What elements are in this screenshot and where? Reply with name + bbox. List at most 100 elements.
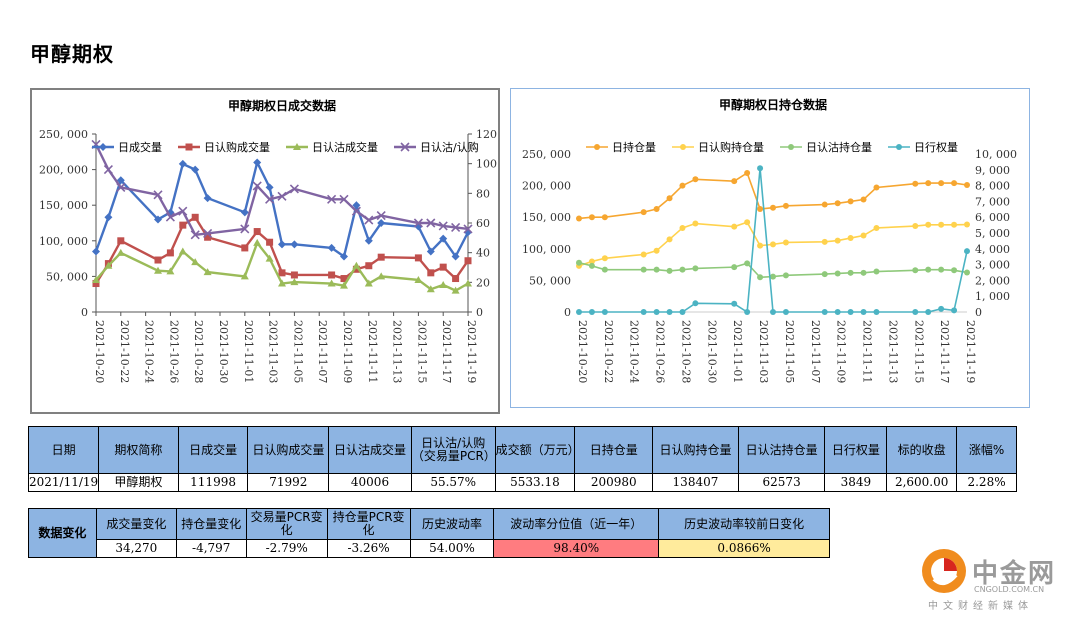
data-point [588,262,595,269]
data-point [327,194,337,204]
data-point [92,280,100,288]
x-tick-label: 2021-11-19 [964,320,977,383]
value-cell: 138407 [652,473,739,492]
legend-marker [594,144,600,150]
data-point [452,275,460,283]
data-point [860,309,867,315]
header-cell: 日持仓量 [574,426,654,474]
data-point [253,158,262,167]
data-point [576,259,582,266]
data-point [463,224,473,234]
data-point [464,279,472,287]
data-point [191,213,199,221]
value-cell: -4,797 [175,539,247,558]
data-point [873,268,880,275]
daily-open-interest-chart: 甲醇期权日持仓数据 0 50, 000 100, 000 150, 000 200, 00… [510,88,1030,408]
data-point [821,201,828,208]
value-cell: -3.26% [326,539,411,558]
y-right-tick-label: 5, 000 [975,227,1010,240]
data-point [377,253,385,261]
data-point [116,176,125,185]
data-point [178,247,187,255]
y-right-tick-label: 0 [476,306,483,319]
x-tick-label: 2021-11-07 [316,320,329,383]
header-cell: 成交额（万元） [494,426,580,474]
value-cell: 40006 [328,473,412,492]
y-right-tick-label: 8, 000 [975,180,1010,193]
data-point [414,254,422,262]
data-point [166,249,174,257]
chart-title: 甲醇期权日持仓数据 [719,97,827,112]
series-1 [576,169,970,222]
data-point [154,256,162,264]
data-point [451,222,461,233]
series-line [579,168,968,314]
change-header-row: 数据变化 成交量变化 持仓量变化 交易量PCR变化 持仓量PCR变化 历史波动率… [28,508,830,558]
data-point [731,264,738,271]
data-point [821,238,828,245]
data-point [679,309,686,315]
logo-wedge-icon [944,558,957,571]
header-cell: 标的收盘 [886,426,958,474]
logo-swoosh-icon [932,573,958,586]
data-point [951,221,958,228]
header-cell: 历史波动率 [409,508,495,540]
series-3 [92,238,472,294]
data-point [178,206,188,216]
header-cell: 日认购持仓量 [652,426,739,474]
daily-volume-chart-svg: 甲醇期权日成交数据 0 50, 000 100, 000 150, 000 200, 00… [39,98,497,383]
y-right-tick-label: 20 [476,276,490,289]
data-point [426,285,435,293]
data-point [873,309,880,315]
data-point [340,275,348,283]
data-point [692,220,699,227]
x-tick-label: 2021-10-26 [654,320,667,383]
y-right-tick-label: 1, 000 [975,290,1010,303]
x-tick-label: 2021-10-24 [628,320,641,383]
header-cell: 持仓量变化 [175,508,247,540]
data-point [782,239,789,246]
data-point [153,190,163,200]
change-row-label: 数据变化 [28,508,97,558]
legend-marker [400,142,410,152]
x-tick-label: 2021-11-01 [242,320,255,383]
data-point [731,223,738,230]
legend-label: 日认购持仓量 [698,140,764,154]
y-left-tick-label: 250, 000 [522,148,571,161]
data-point [640,251,647,258]
data-point [154,215,162,224]
data-point [964,248,970,255]
data-point [601,309,608,315]
data-point [352,265,360,273]
x-tick-label: 2021-11-01 [731,320,744,383]
legend-marker [293,143,301,150]
header-cell: 日认沽成交量 [328,426,412,474]
series-line [578,171,968,220]
header-cell: 日认购成交量 [247,426,330,474]
data-point [847,198,854,205]
data-point [103,165,113,175]
legend-marker [680,144,686,150]
logo-name: 中金网 [972,559,1057,589]
legend-marker [896,144,902,150]
data-point [912,309,919,315]
data-point [653,247,660,254]
data-point [731,178,738,185]
data-point [203,228,213,238]
data-point [92,275,100,283]
y-right-tick-label: 100 [476,158,497,171]
data-point [925,266,932,273]
data-point [166,208,175,217]
data-point [364,279,373,287]
value-cell: 71992 [247,473,330,492]
data-point [451,286,460,294]
data-point [165,212,175,222]
y-right-tick-label: 0 [975,306,982,319]
y-left-tick-label: 50, 000 [46,270,88,283]
data-point [92,247,100,256]
data-point [640,266,647,273]
data-point [666,195,673,202]
x-tick-label: 2021-11-03 [267,320,280,383]
data-point [339,194,349,204]
summary-header-row: 日期 期权简称 日成交量 日认购成交量 日认沽成交量 日认沽/认购（交易量PCR… [27,426,1017,474]
